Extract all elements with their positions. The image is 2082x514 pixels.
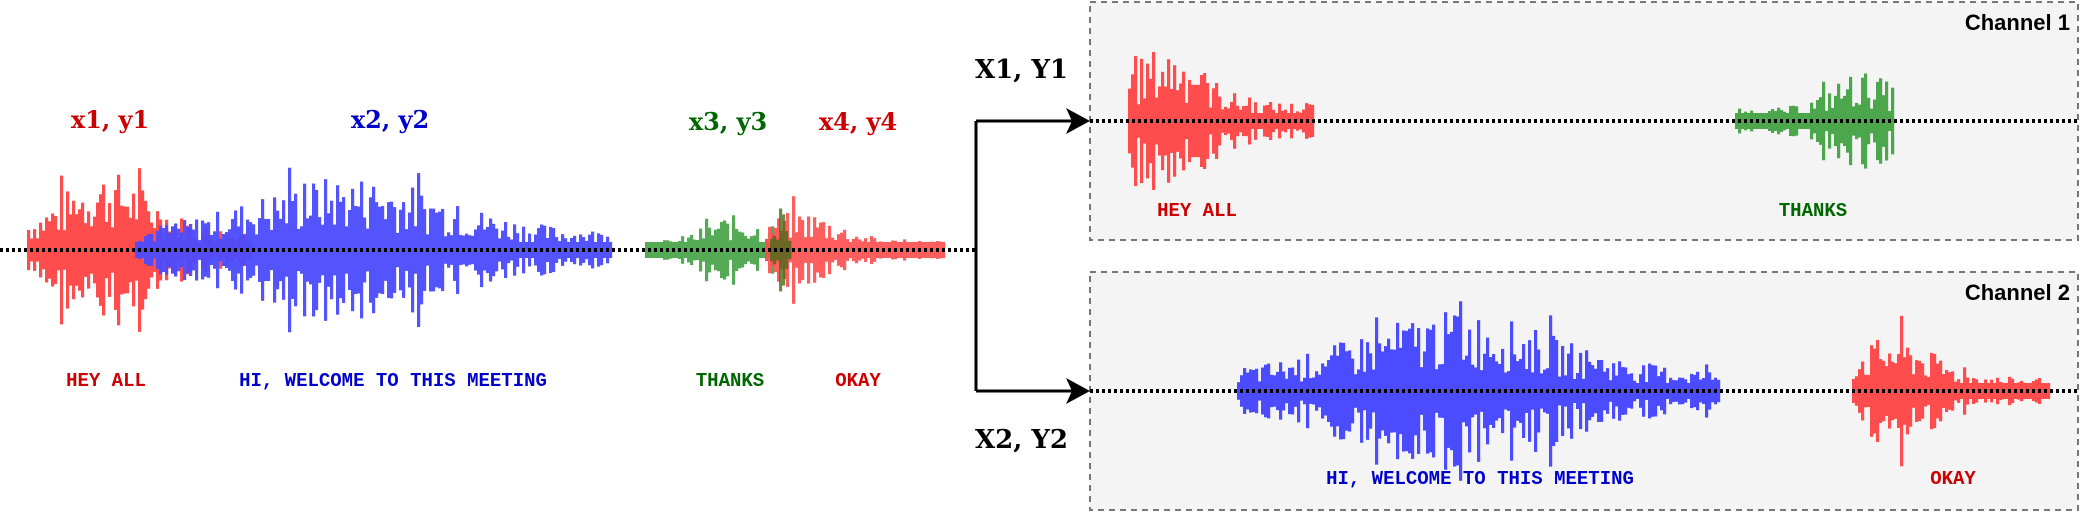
output-label-1: X1, Y1	[975, 55, 1068, 85]
transcript-welcome: HI, WELCOME TO THIS MEETING	[239, 370, 547, 392]
channel-2-title: Channel 2	[1965, 280, 2070, 305]
transcript-thanks: THANKS	[696, 370, 764, 392]
arrow-head-icon	[1066, 108, 1090, 134]
channel-2-transcript-okay: OKAY	[1930, 468, 1976, 490]
channel-1-title: Channel 1	[1965, 10, 2070, 35]
transcript-hey-all: HEY ALL	[66, 370, 146, 392]
segment-label-2: x2, y2	[351, 105, 429, 134]
segment-label-4: x4, y4	[819, 107, 897, 136]
segment-label-1: x1, y1	[71, 105, 149, 134]
channel-1-transcript-thanks: THANKS	[1779, 200, 1847, 222]
segment-label-3: x3, y3	[689, 107, 767, 136]
channel-1-transcript-hey-all: HEY ALL	[1157, 200, 1237, 222]
output-label-2: X2, Y2	[975, 425, 1068, 455]
channel-2-transcript-welcome: HI, WELCOME TO THIS MEETING	[1326, 468, 1634, 490]
transcript-okay: OKAY	[835, 370, 881, 392]
arrow-head-icon	[1066, 378, 1090, 404]
